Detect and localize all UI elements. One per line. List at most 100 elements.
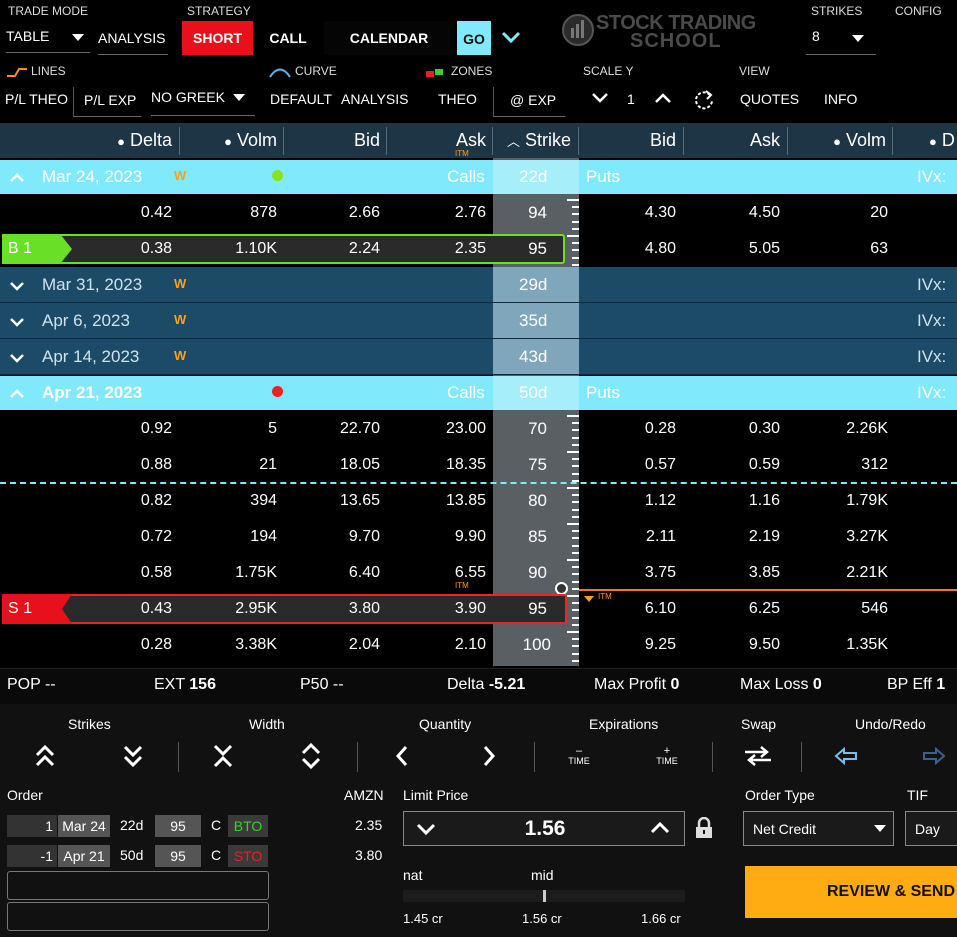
review-send-button[interactable]: REVIEW & SEND — [745, 866, 957, 918]
bid-cell[interactable]: 22.70 — [339, 420, 380, 437]
expiration-row-apr21[interactable]: Apr 21, 2023 Calls 50d Puts IVx: — [0, 376, 957, 410]
put-bid-cell[interactable]: 0.28 — [644, 420, 676, 437]
put-ask-cell[interactable]: 0.30 — [748, 420, 780, 437]
slider-thumb[interactable] — [543, 890, 546, 902]
redo-button[interactable] — [890, 738, 957, 774]
ask-cell[interactable]: 9.90 — [454, 528, 486, 545]
chevron-up-icon[interactable] — [9, 171, 25, 189]
limit-price-value[interactable]: 1.56 — [524, 817, 566, 840]
order-type-select[interactable]: Net Credit — [743, 811, 894, 846]
ask-cell[interactable]: 2.76 — [454, 204, 486, 221]
tif-select[interactable]: Day — [905, 811, 957, 846]
empty-leg-slot[interactable] — [7, 902, 269, 931]
put-ask-cell[interactable]: 0.59 — [748, 456, 780, 473]
analysis-view-button[interactable]: ANALYSIS — [341, 91, 409, 107]
bid-cell[interactable]: 6.40 — [348, 564, 380, 581]
bid-cell[interactable]: 18.05 — [339, 456, 380, 473]
order-leg[interactable]: 1 Mar 24 22d 95 C BTO 2.35 — [7, 815, 387, 837]
scale-down-button[interactable] — [591, 92, 609, 107]
col-put-volm[interactable]: ● Volm — [833, 130, 886, 150]
table-row[interactable]: 0.82 394 13.65 13.85 80 1.12 1.16 1.79K — [0, 483, 957, 519]
strikes-down-button[interactable] — [89, 738, 177, 774]
width-narrow-button[interactable] — [179, 738, 267, 774]
chevron-down-icon[interactable] — [500, 30, 522, 47]
put-ask-cell[interactable]: 3.85 — [748, 564, 780, 581]
put-bid-cell[interactable]: 0.57 — [644, 456, 676, 473]
quantity-increase-button[interactable] — [445, 738, 533, 774]
put-bid-cell[interactable]: 4.30 — [644, 204, 676, 221]
leg-action[interactable]: STO — [228, 845, 268, 867]
expiration-row-mar24[interactable]: Mar 24, 2023 W Calls 22d Puts IVx: — [0, 160, 957, 194]
config-button[interactable]: CONFIG — [895, 4, 942, 18]
chevron-up-icon[interactable] — [9, 387, 25, 405]
table-row[interactable]: 0.72 194 9.70 9.90 85 2.11 2.19 3.27K — [0, 519, 957, 555]
table-row[interactable]: 0.58 1.75K 6.40 6.55 90 3.75 3.85 2.21K — [0, 555, 957, 591]
ask-cell[interactable]: 2.10 — [454, 636, 486, 653]
limit-price-field[interactable]: 1.56 — [403, 811, 685, 846]
put-ask-cell[interactable]: 5.05 — [748, 240, 780, 257]
col-delta[interactable]: ● Delta — [117, 130, 172, 150]
put-ask-cell[interactable]: 4.50 — [748, 204, 780, 221]
leg-qty[interactable]: -1 — [7, 845, 57, 867]
put-bid-cell[interactable]: 3.75 — [644, 564, 676, 581]
put-ask-cell[interactable]: 9.50 — [748, 636, 780, 653]
chevron-down-icon[interactable] — [9, 351, 25, 369]
ask-cell[interactable]: 23.00 — [445, 420, 486, 437]
strikes-select[interactable]: 8 — [806, 28, 876, 55]
analysis-button[interactable]: ANALYSIS — [98, 30, 168, 55]
quantity-decrease-button[interactable] — [358, 738, 446, 774]
swap-button[interactable] — [714, 738, 802, 774]
leg-action[interactable]: BTO — [228, 815, 268, 837]
put-bid-cell[interactable]: 1.12 — [644, 492, 676, 509]
put-bid-cell[interactable]: 9.25 — [644, 636, 676, 653]
col-volm[interactable]: ● Volm — [224, 130, 277, 150]
put-ask-cell[interactable]: 2.19 — [748, 528, 780, 545]
default-button[interactable]: DEFAULT — [270, 91, 332, 107]
undo-button[interactable] — [802, 738, 890, 774]
leg-strike[interactable]: 95 — [155, 815, 201, 837]
leg-expiration[interactable]: Mar 24 — [58, 815, 110, 837]
col-strike[interactable]: ︿ Strike — [498, 123, 571, 158]
ask-cell[interactable]: 2.35 — [454, 240, 486, 257]
put-ask-cell[interactable]: 1.16 — [748, 492, 780, 509]
scale-up-button[interactable] — [654, 92, 672, 107]
calendar-button[interactable]: CALENDAR — [324, 21, 454, 55]
put-ask-cell[interactable]: 6.25 — [748, 600, 780, 617]
price-slider[interactable] — [403, 890, 685, 902]
chevron-down-icon[interactable] — [9, 279, 25, 297]
table-row[interactable]: 0.92 5 22.70 23.00 70 0.28 0.30 2.26K — [0, 411, 957, 447]
table-row[interactable]: 0.28 3.38K 2.04 2.10 100 9.25 9.50 1.35K — [0, 627, 957, 663]
col-put-delta[interactable]: ● D — [929, 130, 955, 150]
ask-cell[interactable]: 18.35 — [445, 456, 486, 473]
table-row[interactable]: 0.88 21 18.05 18.35 75 0.57 0.59 312 — [0, 447, 957, 483]
info-button[interactable]: INFO — [824, 91, 858, 107]
pl-theo-toggle[interactable]: P/L THEO — [5, 91, 69, 107]
table-row-s1[interactable]: S 1 0.43 2.95K 3.80 3.90 95 6.10 6.25 54… — [0, 591, 957, 627]
put-bid-cell[interactable]: 6.10 — [644, 600, 676, 617]
leg-strike[interactable]: 95 — [155, 845, 201, 867]
go-button[interactable]: GO — [457, 21, 491, 55]
pl-exp-toggle[interactable]: P/L EXP — [73, 87, 141, 117]
expiration-decrease-button[interactable]: – TIME — [535, 738, 623, 774]
width-widen-button[interactable] — [267, 738, 355, 774]
call-button[interactable]: CALL — [269, 30, 307, 46]
strikes-up-button[interactable] — [1, 738, 89, 774]
lock-icon[interactable] — [695, 816, 713, 842]
expiration-row-apr6[interactable]: Apr 6, 2023 W 35d IVx: — [0, 303, 957, 339]
bid-cell[interactable]: 2.66 — [348, 204, 380, 221]
expiration-row-apr14[interactable]: Apr 14, 2023 W 43d IVx: — [0, 339, 957, 375]
order-leg[interactable]: -1 Apr 21 50d 95 C STO 3.80 — [7, 845, 387, 867]
zones-label[interactable]: ZONES — [451, 64, 493, 78]
bid-cell[interactable]: 13.65 — [339, 492, 380, 509]
table-row-b1[interactable]: B 1 0.38 1.10K 2.24 2.35 95 4.80 5.05 63 — [0, 231, 957, 267]
at-exp-toggle[interactable]: @ EXP — [493, 87, 565, 117]
bid-cell[interactable]: 9.70 — [348, 528, 380, 545]
col-bid[interactable]: Bid — [353, 130, 380, 150]
quotes-button[interactable]: QUOTES — [740, 91, 800, 107]
chevron-down-icon[interactable] — [9, 315, 25, 333]
trade-mode-select[interactable]: TABLE — [6, 28, 90, 53]
reset-icon[interactable] — [693, 89, 715, 114]
col-put-ask[interactable]: Ask — [749, 130, 780, 150]
lines-label[interactable]: LINES — [31, 64, 66, 78]
table-row[interactable]: 0.42 878 2.66 2.76 94 4.30 4.50 20 — [0, 195, 957, 231]
